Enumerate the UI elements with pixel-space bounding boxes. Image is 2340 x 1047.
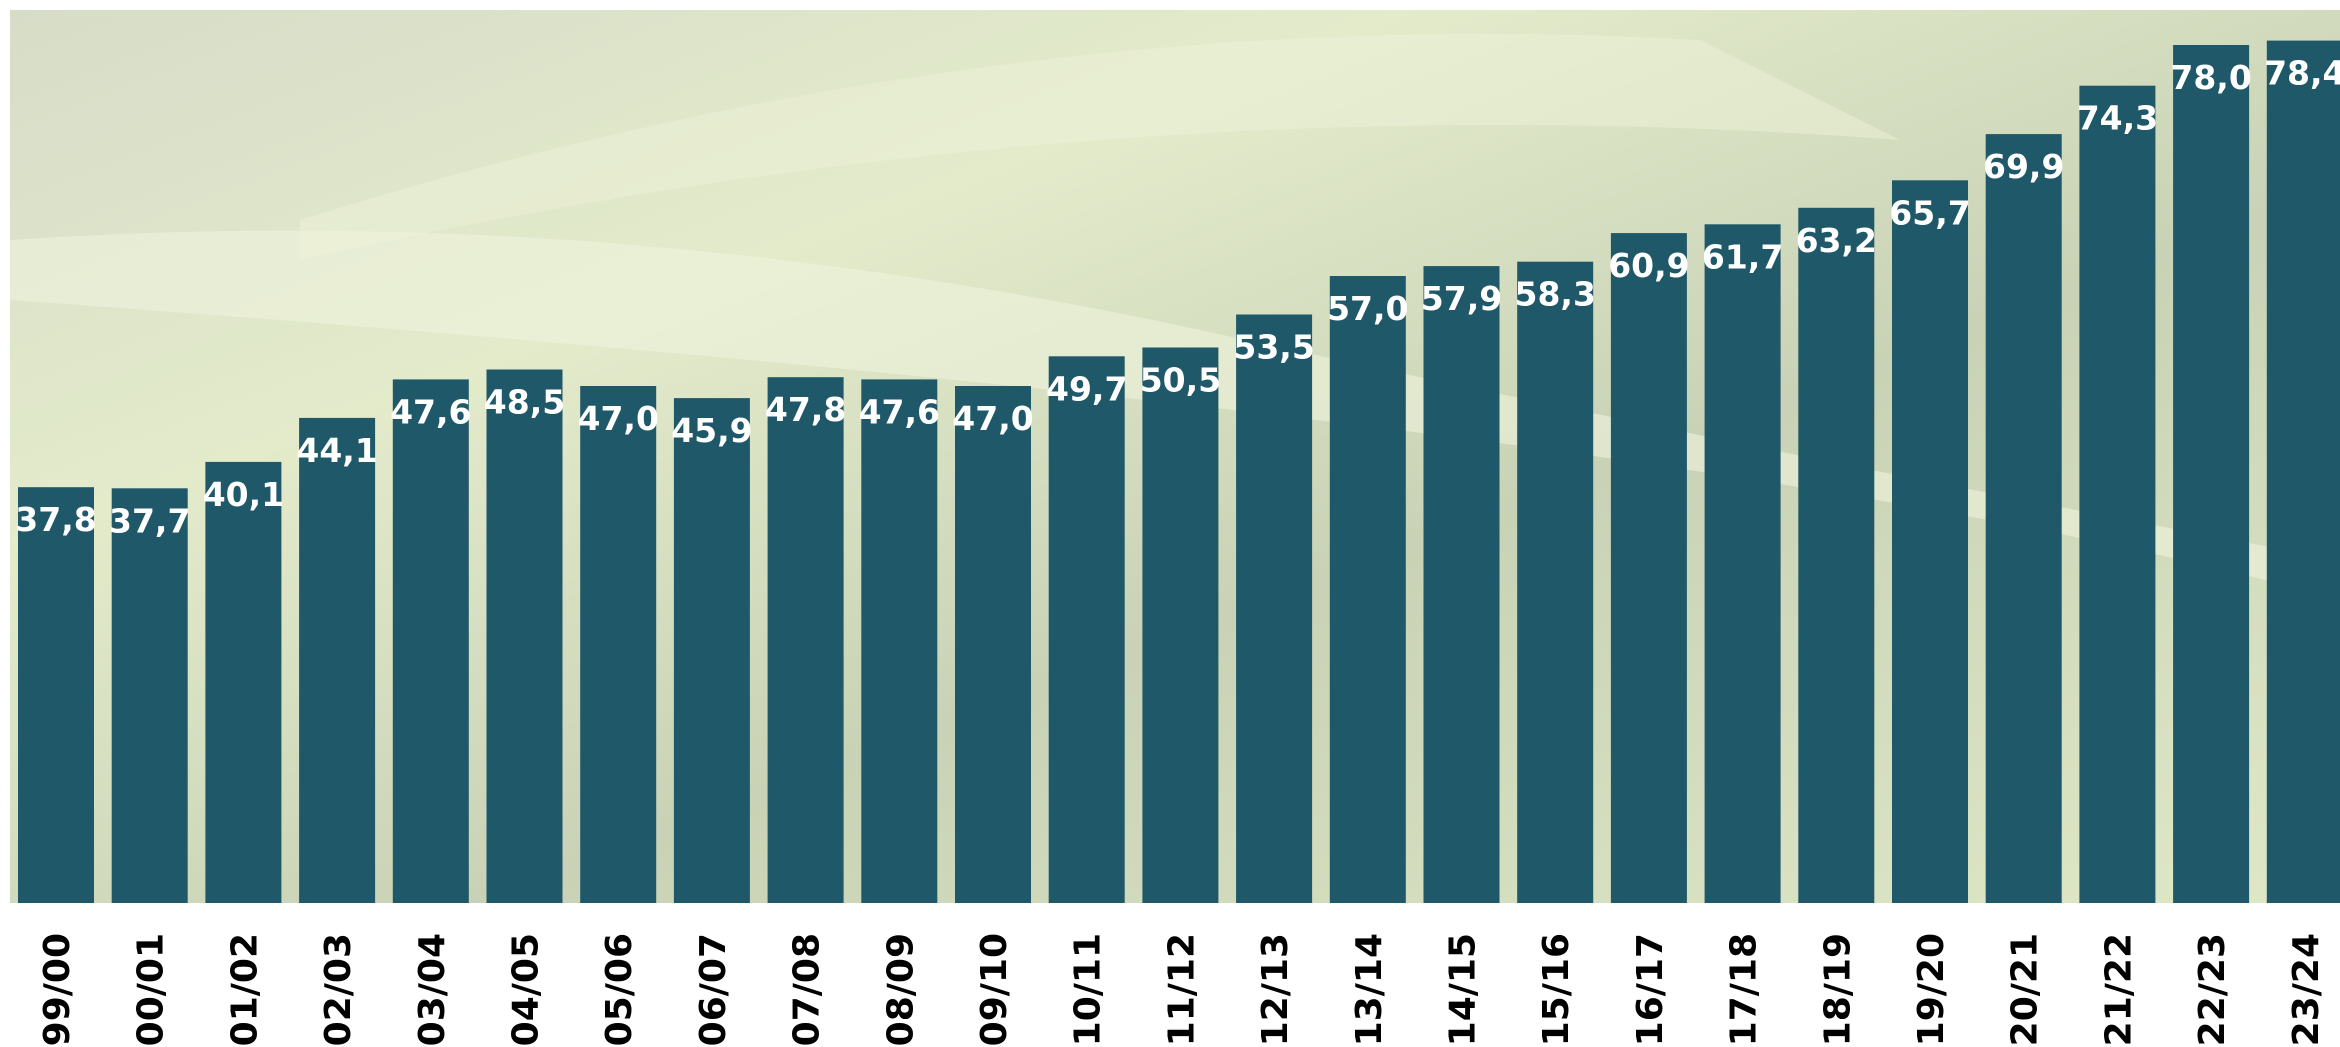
value-label: 47,6 [859,392,940,431]
x-tick-label: 23/24 [2286,933,2327,1046]
x-tick-label: 19/20 [1911,933,1952,1046]
value-label: 74,3 [2077,99,2158,138]
bar [1892,180,1968,904]
bar [580,386,657,903]
value-label: 49,7 [1046,369,1127,408]
x-tick-label: 13/14 [1349,933,1390,1046]
value-label: 78,4 [2264,54,2340,93]
value-label: 40,1 [203,475,284,514]
x-tick-label: 07/08 [787,933,828,1046]
value-label: 47,6 [390,392,471,431]
value-label: 47,0 [952,399,1033,438]
x-tick-label: 01/02 [224,933,265,1046]
bar [205,461,282,903]
x-tick-label: 10/11 [1068,933,1109,1046]
bar [2173,45,2250,903]
x-tick-label: 21/22 [2098,933,2139,1046]
x-tick-label: 17/18 [1724,933,1765,1046]
x-tick-label: 04/05 [506,933,547,1046]
bar [1423,266,1500,904]
value-label: 58,3 [1514,275,1595,314]
value-label: 78,0 [2170,58,2251,97]
bar [1610,233,1687,904]
x-tick-label: 15/16 [1536,933,1577,1046]
value-label: 45,9 [671,411,752,450]
x-tick-label: 20/21 [2005,933,2046,1046]
value-label: 65,7 [1889,193,1970,232]
x-tick-label: 06/07 [693,933,734,1046]
bar [1236,314,1313,903]
value-label: 50,5 [1140,361,1221,400]
x-tick-label: 16/17 [1630,933,1671,1046]
x-tick-label: 22/23 [2192,933,2233,1046]
x-tick-label: 09/10 [974,933,1015,1046]
x-tick-label: 08/09 [880,933,921,1046]
value-label: 47,0 [577,399,658,438]
x-tick-label: 05/06 [599,933,640,1046]
x-tick-label: 00/01 [131,933,172,1046]
bar [861,379,938,903]
x-tick-label: 11/12 [1161,933,1202,1046]
value-label: 37,7 [109,501,190,540]
bar [767,377,844,903]
x-tick-label: 14/15 [1443,933,1484,1046]
bar [486,369,563,903]
value-label: 37,8 [15,500,96,539]
x-tick-label: 18/19 [1817,933,1858,1046]
x-tick-label: 03/04 [412,933,453,1046]
value-label: 60,9 [1608,246,1689,285]
value-label: 48,5 [484,383,565,422]
value-label: 69,9 [1983,147,2064,186]
x-tick-label: 02/03 [318,933,359,1046]
bar [1048,356,1125,903]
bar [1142,347,1219,903]
bar [392,379,469,903]
value-label: 63,2 [1796,221,1877,260]
bar [2266,40,2340,904]
x-tick-label: 12/13 [1255,933,1296,1046]
background-decoration [10,230,2340,600]
bar [299,417,376,903]
value-label: 44,1 [296,431,377,470]
value-label: 57,9 [1421,279,1502,318]
background-decoration [300,33,1900,260]
bar [18,487,94,903]
value-label: 47,8 [765,390,846,429]
value-label: 57,0 [1327,289,1408,328]
value-label: 53,5 [1233,328,1314,367]
x-tick-label: 99/00 [37,933,78,1046]
bar [2079,85,2156,903]
bar [1517,261,1594,903]
bar [955,386,1031,903]
bar [673,398,750,903]
value-label: 61,7 [1702,237,1783,276]
bar [1329,276,1406,903]
bar [1798,207,1875,904]
bar [1985,134,2062,904]
bar [111,488,188,903]
bar [1704,224,1781,904]
